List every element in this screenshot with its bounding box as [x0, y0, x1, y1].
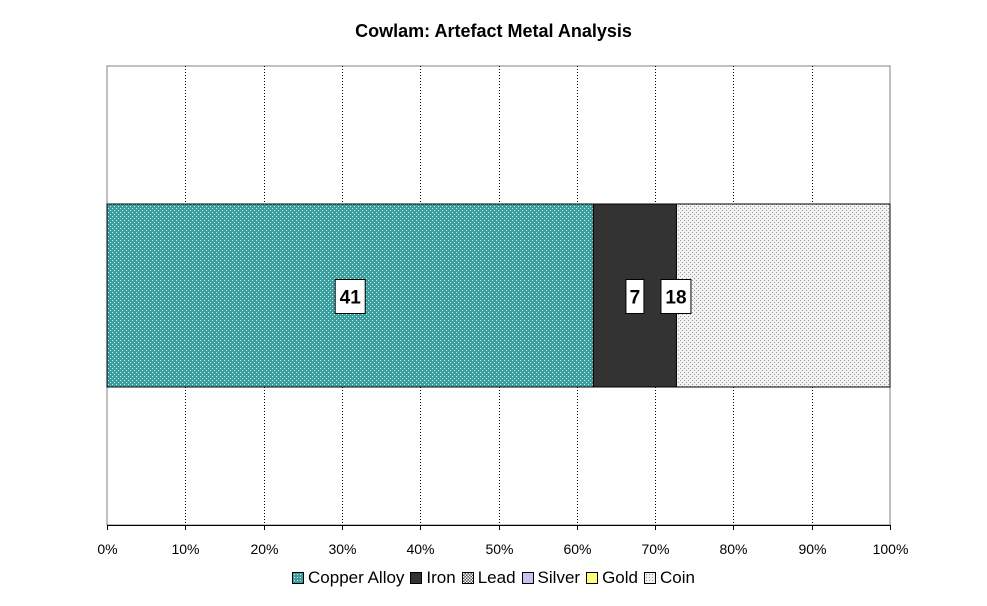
legend-item-gold: Gold [586, 568, 638, 588]
legend-label: Silver [537, 568, 581, 587]
data-label-text: 18 [665, 288, 686, 309]
chart-title: Cowlam: Artefact Metal Analysis [355, 21, 632, 41]
x-tick-label: 80% [719, 541, 747, 557]
legend-item-coin: Coin [643, 568, 695, 588]
data-label: 7 [625, 279, 645, 314]
x-tick-label: 60% [563, 541, 591, 557]
x-tick-label: 100% [873, 541, 909, 557]
bar-coin [675, 203, 891, 388]
data-label: 18 [660, 279, 692, 314]
x-tick-label: 40% [406, 541, 434, 557]
legend-swatch [292, 571, 305, 584]
x-tick-label: 0% [97, 541, 117, 557]
legend-label: Lead [477, 568, 516, 587]
legend-swatch [521, 571, 534, 584]
x-tick-label: 50% [485, 541, 513, 557]
data-label-text: 41 [340, 288, 362, 309]
x-tick-label: 70% [641, 541, 669, 557]
data-label-box [625, 279, 645, 314]
legend-label: Gold [602, 568, 638, 587]
legend-swatch [586, 571, 599, 584]
x-tick-label: 30% [328, 541, 356, 557]
legend-item-lead: Lead [461, 568, 516, 588]
x-tick-label: 20% [250, 541, 278, 557]
legend-label: Iron [426, 568, 456, 587]
legend: Copper Alloy Iron Lead Silver Gold Coin [0, 568, 987, 588]
legend-label: Copper Alloy [308, 568, 405, 587]
data-label-box [334, 279, 366, 314]
legend-item-silver: Silver [521, 568, 581, 588]
legend-label: Coin [659, 568, 695, 587]
x-tick-label: 90% [798, 541, 826, 557]
legend-item-copper-alloy: Copper Alloy [292, 568, 404, 588]
data-label-box [660, 279, 692, 314]
data-label-text: 7 [630, 288, 641, 309]
legend-swatch [461, 571, 474, 584]
data-label: 41 [334, 279, 366, 314]
x-tick-label: 10% [171, 541, 199, 557]
legend-swatch [643, 571, 656, 584]
legend-item-iron: Iron [410, 568, 456, 588]
legend-swatch [410, 571, 423, 584]
